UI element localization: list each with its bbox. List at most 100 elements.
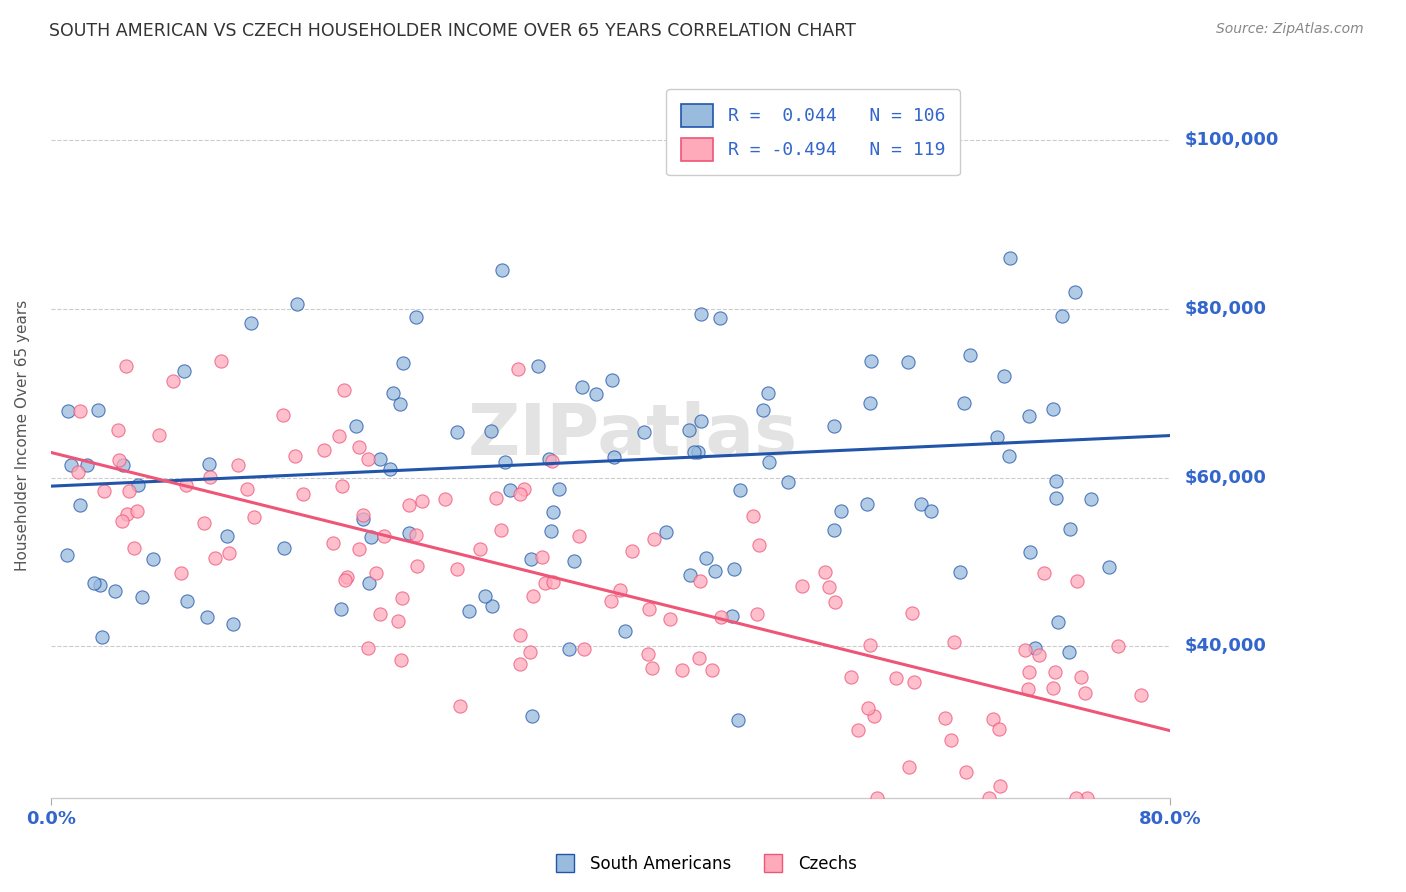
Text: $80,000: $80,000	[1184, 300, 1267, 318]
Point	[557, 641, 579, 656]
Point	[859, 638, 882, 652]
Point	[236, 482, 259, 496]
Point	[856, 497, 879, 511]
Point	[846, 723, 869, 738]
Point	[689, 574, 711, 589]
Point	[387, 614, 409, 628]
Point	[620, 543, 643, 558]
Point	[1028, 648, 1050, 662]
Point	[1047, 615, 1070, 630]
Point	[609, 582, 631, 597]
Point	[56, 548, 79, 562]
Point	[479, 425, 502, 439]
Point	[509, 628, 531, 642]
Point	[987, 722, 1010, 736]
Point	[790, 578, 813, 592]
Point	[474, 590, 496, 604]
Point	[398, 498, 420, 512]
Point	[728, 483, 751, 498]
Point	[411, 494, 433, 508]
Point	[481, 599, 503, 613]
Point	[859, 396, 882, 410]
Point	[360, 530, 382, 544]
Point	[671, 663, 693, 677]
Point	[1080, 491, 1102, 506]
Point	[389, 397, 412, 411]
Point	[378, 462, 401, 476]
Point	[494, 455, 516, 469]
Point	[823, 418, 845, 433]
Point	[1045, 491, 1067, 505]
Point	[543, 505, 565, 519]
Point	[118, 483, 141, 498]
Point	[173, 364, 195, 378]
Point	[543, 575, 565, 590]
Point	[776, 475, 799, 490]
Point	[1066, 574, 1088, 588]
Point	[218, 546, 240, 560]
Y-axis label: Householder Income Over 65 years: Householder Income Over 65 years	[15, 300, 30, 571]
Point	[284, 449, 307, 463]
Point	[176, 594, 198, 608]
Point	[509, 487, 531, 501]
Point	[568, 529, 591, 543]
Point	[381, 386, 404, 401]
Point	[125, 504, 148, 518]
Point	[405, 310, 427, 325]
Point	[271, 408, 294, 422]
Point	[405, 528, 427, 542]
Point	[349, 440, 371, 454]
Point	[953, 396, 976, 410]
Point	[1064, 791, 1087, 805]
Point	[368, 451, 391, 466]
Point	[114, 359, 136, 373]
Point	[818, 580, 841, 594]
Point	[162, 374, 184, 388]
Point	[814, 565, 837, 579]
Point	[637, 602, 659, 616]
Point	[1076, 791, 1098, 805]
Text: $60,000: $60,000	[1184, 468, 1265, 487]
Point	[69, 404, 91, 418]
Point	[695, 551, 717, 566]
Point	[689, 307, 711, 321]
Point	[897, 355, 920, 369]
Point	[446, 562, 468, 576]
Point	[540, 524, 562, 538]
Point	[1098, 560, 1121, 574]
Point	[215, 529, 238, 543]
Point	[222, 617, 245, 632]
Point	[949, 566, 972, 580]
Point	[824, 595, 846, 609]
Point	[509, 657, 531, 672]
Legend: R =  0.044   N = 106, R = -0.494   N = 119: R = 0.044 N = 106, R = -0.494 N = 119	[666, 89, 960, 176]
Point	[499, 483, 522, 498]
Point	[83, 576, 105, 591]
Point	[195, 610, 218, 624]
Point	[641, 661, 664, 675]
Point	[312, 442, 335, 457]
Point	[823, 523, 845, 537]
Point	[485, 491, 508, 505]
Point	[1033, 566, 1056, 580]
Point	[373, 529, 395, 543]
Point	[174, 477, 197, 491]
Point	[686, 444, 709, 458]
Point	[328, 429, 350, 443]
Point	[527, 359, 550, 374]
Point	[633, 425, 655, 439]
Point	[792, 137, 814, 152]
Point	[709, 310, 731, 325]
Point	[998, 449, 1021, 463]
Point	[398, 526, 420, 541]
Point	[977, 791, 1000, 805]
Point	[710, 609, 733, 624]
Point	[986, 430, 1008, 444]
Point	[752, 403, 775, 417]
Point	[863, 709, 886, 723]
Point	[434, 492, 457, 507]
Point	[506, 362, 529, 376]
Point	[1017, 681, 1039, 696]
Point	[727, 713, 749, 727]
Point	[193, 516, 215, 530]
